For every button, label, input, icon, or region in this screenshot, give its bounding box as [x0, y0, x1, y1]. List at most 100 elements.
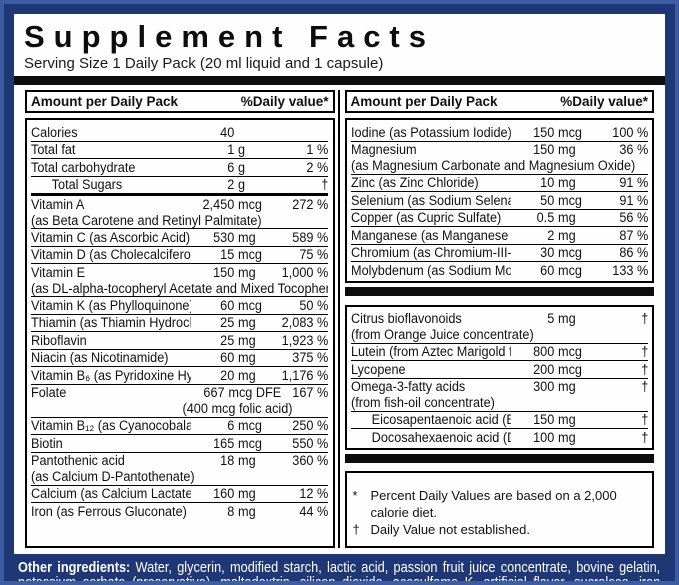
nutrient-name: Molybdenum (as Sodium Molybdate): [350, 262, 511, 278]
amount-cell: 5 mg: [511, 311, 601, 327]
amount-cell: 50 mcg: [511, 193, 601, 209]
nutrient-name: Manganese (as Manganese Sulfate): [350, 227, 511, 243]
table-row: Total carbohydrate 6 g 2 %: [31, 159, 329, 177]
daily-value: 50 %: [299, 297, 329, 313]
left-nutrients-box: Calories 40 Total fat 1 g 1 % Total carbohydra…: [25, 118, 335, 548]
amount-cell: 60 mg: [191, 350, 281, 366]
daily-value: 1 %: [306, 142, 329, 157]
table-row: Niacin (as Nicotinamide) 60 mg 375 %: [31, 350, 329, 367]
amount-cell: 150 mg: [191, 265, 281, 281]
amount-value: 6: [227, 418, 235, 433]
amount-unit: mg: [557, 210, 576, 225]
daily-value: 56 %: [618, 210, 648, 225]
nutrient-row-line: Pantothenic acid 18 mg 360 %: [31, 453, 328, 470]
amount-value: 100: [532, 429, 554, 445]
amount-cell: 300 mg: [511, 379, 601, 395]
daily-value: [281, 125, 328, 141]
nutrient-source-note: (from Orange Juice concentrate): [350, 327, 534, 342]
table-row: Molybdenum (as Sodium Molybdate)60mcg133…: [351, 262, 648, 279]
amount-value: 25: [220, 315, 235, 330]
nutrient-row-line: Vitamin C (as Ascorbic Acid) 530 mg 589 %: [31, 229, 328, 246]
nutrient-source-note: (from fish-oil concentrate): [350, 395, 495, 410]
amount-cell: 18 mg: [191, 453, 281, 469]
nutrient-name: Omega-3-fatty acids: [350, 379, 465, 394]
table-row: Thiamin (as Thiamin Hydrochloride)25mg2,…: [31, 315, 329, 332]
nutrient-row-line: Biotin 165 mcg 550 %: [31, 435, 328, 452]
amount-cell: 6 mcg: [191, 418, 281, 434]
amount-value: 6: [227, 159, 235, 175]
table-row: Citrus bioflavonoids 5 mg † (from Orange Jui…: [350, 311, 648, 344]
nutrient-name: Vitamin K (as Phylloquinone): [31, 297, 192, 313]
nutrient-name: Biotin: [31, 435, 63, 451]
amount-unit: mg: [557, 311, 576, 326]
daily-value: 2 %: [306, 159, 329, 175]
amount-unit: mg: [238, 350, 256, 365]
footnote: † Daily Value not established.: [353, 521, 649, 538]
daily-value: †: [640, 429, 648, 445]
daily-value: 250 %: [292, 418, 329, 433]
nutrient-row-line: Total Sugars 2 g †: [31, 177, 329, 194]
amount-cell: 2,450 mcg: [191, 197, 281, 213]
column-header-daily-value: %Daily value*: [560, 94, 648, 109]
table-row: Total Sugars 2 g †: [31, 177, 329, 196]
nutrient-row-line: Vitamin A 2,450 mcg 272 %: [31, 196, 328, 213]
nutrient-name: Vitamin D (as Cholecalciferol): [31, 247, 192, 262]
nutrient-row-line: Lycopene 200 mcg †: [351, 361, 648, 378]
daily-value: 86 %: [618, 245, 648, 260]
table-row: Copper (as Cupric Sulfate) 0.5 mg 56 %: [350, 210, 648, 227]
nutrient-row-line: Vitamin E 150 mg 1,000 %: [31, 264, 328, 281]
amount-unit: mcg: [238, 418, 263, 433]
amount-cell: 25 mg: [191, 333, 281, 349]
amount-value: 667: [203, 385, 225, 400]
amount-cell: 40: [191, 125, 281, 141]
table-row: Calcium (as Calcium Lactate) 160 mg 12 %: [31, 486, 329, 503]
amount-unit: mcg: [557, 361, 582, 377]
daily-value: 167 %: [292, 385, 329, 400]
nutrient-source-note: (as Magnesium Carbonate and Magnesium Ox…: [350, 158, 635, 173]
nutrient-row-line: Citrus bioflavonoids 5 mg †: [351, 311, 648, 328]
amount-unit: mg: [238, 264, 256, 280]
nutrient-name: Lycopene: [350, 361, 406, 377]
daily-value: 360 %: [292, 453, 329, 468]
amount-value: 25: [220, 332, 235, 348]
amount-cell: 100 mg: [511, 430, 601, 446]
nutrient-row-line: Folate 667 mcg DFE 167 %: [31, 385, 328, 402]
nutrient-name: Vitamin B₁₂ (as Cyanocobalamin): [31, 418, 192, 433]
amount-value: 530: [213, 229, 235, 245]
amount-cell: 0.5 mg: [511, 210, 601, 226]
amount-value: 1: [227, 142, 235, 157]
nutrient-name: Vitamin A: [31, 196, 85, 212]
amount-cell: 60 mcg: [191, 298, 281, 314]
nutrient-name: Thiamin (as Thiamin Hydrochloride): [31, 315, 191, 330]
nutrient-row-line: Vitamin B₆ (as Pyridoxine Hydrochloride)…: [31, 367, 328, 384]
page-title: Supplement Facts: [24, 19, 435, 54]
nutrient-name: Iron (as Ferrous Gluconate): [31, 503, 187, 519]
mineral-rows: Iodine (as Potassium Iodide) 150 mcg 100 % M…: [350, 124, 648, 279]
nutrient-row-line: Vitamin K (as Phylloquinone) 60 mcg 50 %: [31, 297, 328, 314]
nutrient-row-line: Chromium (as Chromium-III-Chloride)30mcg…: [351, 245, 648, 262]
amount-cell: 530 mg: [191, 230, 281, 246]
daily-value: 91 %: [618, 192, 648, 208]
table-row: Total fat 1 g 1 %: [31, 142, 329, 159]
amount-value: 60: [220, 297, 235, 313]
nutrient-name: Selenium (as Sodium Selenate): [350, 192, 511, 208]
amount-unit: [234, 125, 238, 141]
daily-value: †: [640, 379, 648, 394]
amount-unit: mcg: [557, 344, 582, 359]
nutrient-row-line: Thiamin (as Thiamin Hydrochloride)25mg2,…: [31, 315, 328, 332]
table-row: Vitamin C (as Ascorbic Acid) 530 mg 589 %: [31, 229, 329, 247]
amount-cell: 800 mcg: [511, 344, 601, 360]
daily-value: †: [321, 177, 329, 192]
table-row: Calories 40: [31, 124, 329, 142]
amount-unit: mg: [557, 429, 576, 445]
table-row: Zinc (as Zinc Chloride) 10 mg 91 %: [350, 175, 648, 192]
amount-unit: mg: [557, 227, 576, 243]
nutrient-name: Niacin (as Nicotinamide): [31, 350, 169, 365]
amount-unit: mg: [557, 142, 576, 157]
table-row: Pantothenic acid 18 mg 360 % (as Calcium D-P…: [31, 453, 329, 486]
amount-cell: 2 mg: [511, 228, 601, 244]
